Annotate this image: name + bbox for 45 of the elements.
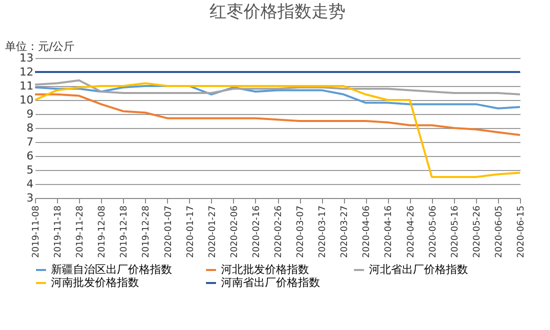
line-series xyxy=(34,82,521,178)
x-tick-label: 2020-05-16 xyxy=(450,205,460,258)
legend-label: 河南批发价格指数 xyxy=(51,276,139,289)
x-tick-label: 2020-01-07 xyxy=(164,206,174,258)
y-tick-label: 7 xyxy=(26,136,34,148)
y-tick-label: 6 xyxy=(26,150,34,162)
legend-label: 河北批发价格指数 xyxy=(221,263,309,276)
x-tick-label: 2020-03-07 xyxy=(296,206,306,258)
x-tick-label: 2020-02-06 xyxy=(230,205,240,258)
line-series xyxy=(34,79,521,96)
y-tick-label: 4 xyxy=(26,178,34,190)
legend-label: 河北省出厂价格指数 xyxy=(369,263,468,276)
y-tick-label: 3 xyxy=(26,192,34,204)
x-tick-label: 2020-03-27 xyxy=(340,206,350,258)
y-tick-label: 9 xyxy=(26,108,34,120)
x-tick-label: 2020-02-16 xyxy=(252,205,262,258)
y-tick-label: 8 xyxy=(26,122,34,134)
chart-title: 红枣价格指数走势 xyxy=(210,2,346,22)
x-tick-label: 2019-12-18 xyxy=(120,205,130,258)
x-tick-label: 2020-06-15 xyxy=(516,206,526,258)
x-tick-label: 2020-05-06 xyxy=(428,205,438,258)
x-tick-label: 2019-11-18 xyxy=(54,205,64,258)
x-tick-label: 2019-12-08 xyxy=(98,205,108,258)
x-tick-label: 2020-04-06 xyxy=(362,205,372,258)
legend-label: 新疆自治区出厂价格指数 xyxy=(51,263,172,276)
y-tick-label: 5 xyxy=(26,164,34,176)
x-tick-label: 2020-06-05 xyxy=(494,206,504,258)
text: 单位：元/公斤 xyxy=(5,40,75,53)
x-tick-label: 2020-04-26 xyxy=(406,205,416,258)
x-tick-label: 2020-04-16 xyxy=(384,205,394,258)
y-tick-label: 10 xyxy=(20,94,34,106)
x-tick-label: 2020-01-27 xyxy=(208,206,218,258)
x-tick-label: 2019-11-08 xyxy=(32,205,42,258)
x-tick-label: 2019-11-28 xyxy=(76,205,86,258)
line-series xyxy=(34,85,521,110)
x-tick-label: 2020-02-26 xyxy=(274,205,284,258)
y-tick-label: 13 xyxy=(20,52,34,64)
line-series xyxy=(34,93,521,136)
x-tick-label: 2020-05-26 xyxy=(472,205,482,258)
legend-label: 河南省出厂价格指数 xyxy=(221,276,320,289)
y-tick-label: 11 xyxy=(20,80,34,92)
x-tick-label: 2020-03-17 xyxy=(318,206,328,258)
x-tick-label: 2019-12-28 xyxy=(142,205,152,258)
x-tick-label: 2020-01-17 xyxy=(186,206,196,258)
y-tick-label: 12 xyxy=(20,66,34,78)
